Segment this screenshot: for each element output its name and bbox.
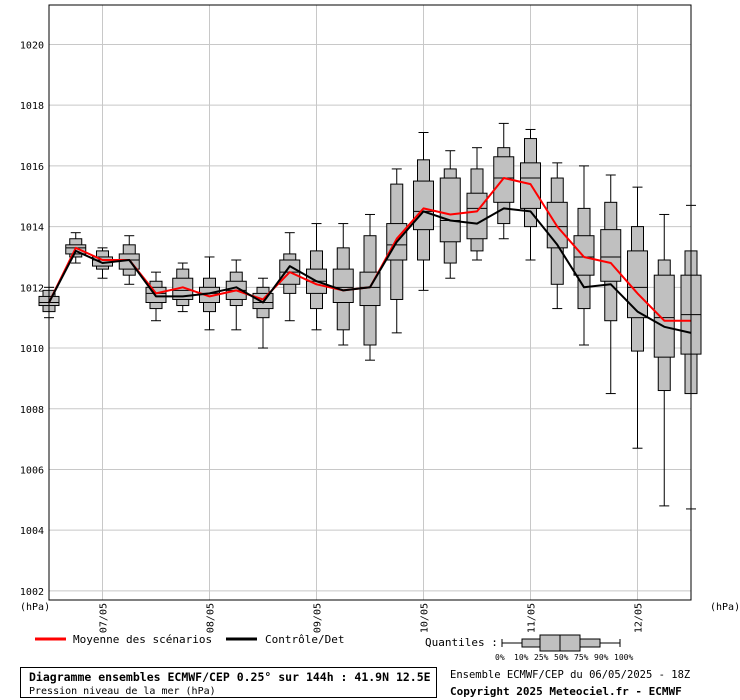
box-plot [252, 277, 274, 349]
box-p25-p75 [573, 235, 595, 276]
box-p25-p75 [653, 274, 675, 358]
chart-title: Diagramme ensembles ECMWF/CEP 0.25° sur … [29, 670, 431, 684]
box-p25-p75 [466, 192, 488, 240]
y-tick-label: 1014 [20, 223, 44, 234]
box-plot [653, 213, 675, 507]
x-tick-label: 08/05 [206, 603, 217, 633]
quantile-tick-25: 25% [534, 653, 549, 662]
box-plot [493, 122, 515, 240]
box-plot [225, 259, 247, 331]
y-tick-label: 1018 [20, 101, 44, 112]
x-axis-ticks: 07/05 08/05 09/05 10/05 11/05 12/05 [99, 603, 645, 633]
quantiles-label: Quantiles : [425, 636, 498, 649]
y-tick-label: 1004 [20, 526, 44, 537]
control-series-line [48, 207, 692, 334]
box-plot [466, 147, 488, 261]
box-plot [627, 186, 648, 449]
box-p25-p75 [332, 268, 354, 304]
box-plot [573, 165, 595, 346]
x-tick-label: 10/05 [420, 603, 431, 633]
y-tick-label: 1002 [20, 587, 44, 598]
x-tick-label: 12/05 [634, 603, 645, 633]
legend: Moyenne des scénarios Contrôle/Det [35, 633, 344, 646]
series-lines [48, 177, 692, 334]
box-p25-p75 [439, 177, 461, 243]
y-tick-label: 1016 [20, 162, 44, 173]
box-p25-p75 [413, 180, 434, 231]
x-tick-label: 11/05 [527, 603, 538, 633]
y-tick-label: 1006 [20, 465, 44, 476]
y-tick-label: 1012 [20, 283, 44, 294]
y-unit-left: (hPa) [20, 602, 50, 613]
x-tick-label: 07/05 [99, 603, 110, 633]
quantile-tick-90: 90% [594, 653, 609, 662]
plot-frame [48, 4, 692, 601]
quantile-tick-100: 100% [614, 653, 633, 662]
y-tick-label: 1020 [20, 40, 44, 51]
chart-title-box: Diagramme ensembles ECMWF/CEP 0.25° sur … [20, 667, 437, 698]
box-plot [306, 223, 327, 331]
box-plots [38, 122, 702, 510]
quantile-tick-50: 50% [554, 653, 569, 662]
box-plot [332, 223, 354, 346]
box-p25-p75 [600, 229, 622, 282]
box-plot [439, 150, 461, 279]
y-axis-ticks: 1002 1004 1006 1008 1010 1012 1014 1016 1018 1020 [20, 40, 44, 597]
quantile-tick-10: 10% [514, 653, 529, 662]
quantile-tick-75: 75% [574, 653, 589, 662]
legend-mean-label: Moyenne des scénarios [73, 633, 212, 646]
legend-control-label: Contrôle/Det [265, 633, 344, 646]
x-tick-label: 09/05 [313, 603, 324, 633]
y-unit-right: (hPa) [710, 602, 740, 613]
quantile-tick-0: 0% [495, 653, 505, 662]
y-tick-label: 1008 [20, 405, 44, 416]
chart-subtitle: Pression niveau de la mer (hPa) [29, 686, 216, 697]
y-tick-label: 1010 [20, 344, 44, 355]
copyright: Copyright 2025 Meteociel.fr - ECMWF [450, 685, 682, 698]
quantile-key: Quantiles : 0% 10% 25% 50% 75% 90% 100% [425, 634, 633, 662]
box-p25-p75 [627, 250, 648, 319]
run-info: Ensemble ECMWF/CEP du 06/05/2025 - 18Z [450, 669, 691, 681]
